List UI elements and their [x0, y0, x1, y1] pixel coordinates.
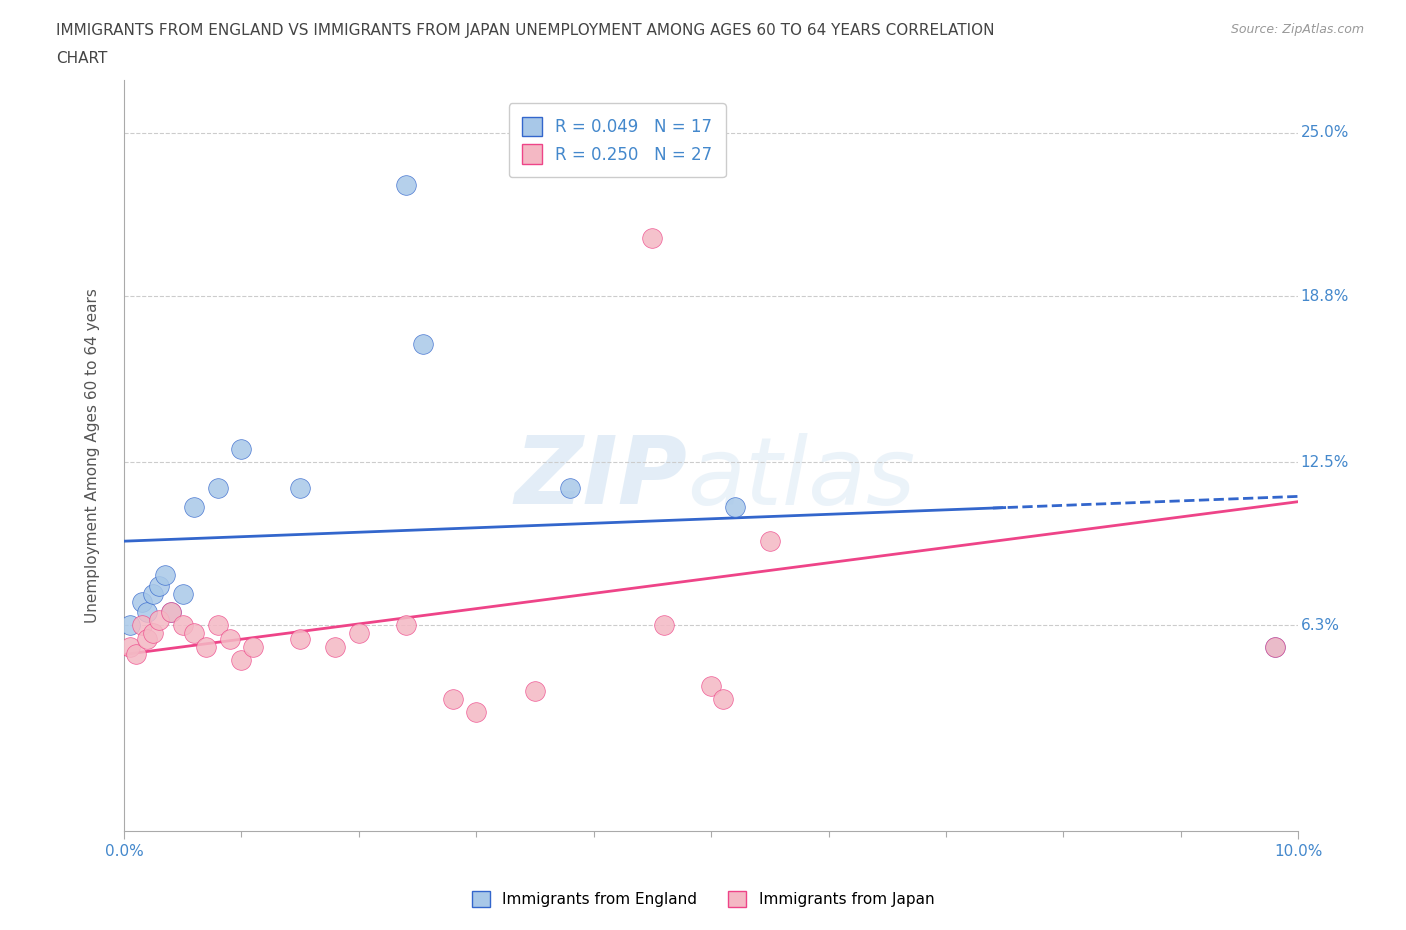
Point: [231, 652, 253, 667]
Point: [148, 613, 170, 628]
Point: [700, 679, 723, 694]
Text: atlas: atlas: [688, 432, 915, 524]
Point: [412, 336, 434, 351]
Point: [160, 604, 183, 619]
Point: [160, 604, 183, 619]
Point: [142, 626, 165, 641]
Point: [759, 534, 782, 549]
Point: [652, 618, 675, 633]
Point: [172, 587, 194, 602]
Point: [131, 594, 153, 609]
Point: [641, 231, 664, 246]
Point: [136, 631, 159, 646]
Text: 18.8%: 18.8%: [1301, 288, 1348, 304]
Text: 6.3%: 6.3%: [1301, 618, 1340, 633]
Point: [136, 604, 159, 619]
Point: [395, 618, 418, 633]
Legend: R = 0.049   N = 17, R = 0.250   N = 27: R = 0.049 N = 17, R = 0.250 N = 27: [509, 103, 725, 177]
Text: ZIP: ZIP: [515, 432, 688, 525]
Point: [560, 481, 582, 496]
Point: [118, 618, 141, 633]
Point: [183, 499, 205, 514]
Point: [131, 618, 153, 633]
Point: [242, 639, 264, 654]
Point: [288, 631, 311, 646]
Legend: Immigrants from England, Immigrants from Japan: Immigrants from England, Immigrants from…: [465, 884, 941, 913]
Point: [1264, 639, 1286, 654]
Text: 12.5%: 12.5%: [1301, 455, 1348, 470]
Point: [183, 626, 205, 641]
Point: [153, 568, 176, 583]
Y-axis label: Unemployment Among Ages 60 to 64 years: Unemployment Among Ages 60 to 64 years: [86, 288, 100, 623]
Point: [323, 639, 346, 654]
Point: [465, 705, 488, 720]
Point: [118, 639, 141, 654]
Point: [195, 639, 218, 654]
Point: [172, 618, 194, 633]
Point: [142, 587, 165, 602]
Point: [288, 481, 311, 496]
Point: [207, 618, 229, 633]
Point: [148, 578, 170, 593]
Point: [124, 647, 146, 662]
Point: [441, 692, 464, 707]
Point: [218, 631, 240, 646]
Point: [723, 499, 745, 514]
Point: [1264, 639, 1286, 654]
Text: CHART: CHART: [56, 51, 108, 66]
Text: IMMIGRANTS FROM ENGLAND VS IMMIGRANTS FROM JAPAN UNEMPLOYMENT AMONG AGES 60 TO 6: IMMIGRANTS FROM ENGLAND VS IMMIGRANTS FR…: [56, 23, 994, 38]
Point: [711, 692, 734, 707]
Point: [347, 626, 370, 641]
Text: Source: ZipAtlas.com: Source: ZipAtlas.com: [1230, 23, 1364, 36]
Point: [523, 684, 546, 698]
Point: [207, 481, 229, 496]
Text: 25.0%: 25.0%: [1301, 126, 1348, 140]
Point: [395, 178, 418, 193]
Point: [231, 442, 253, 457]
